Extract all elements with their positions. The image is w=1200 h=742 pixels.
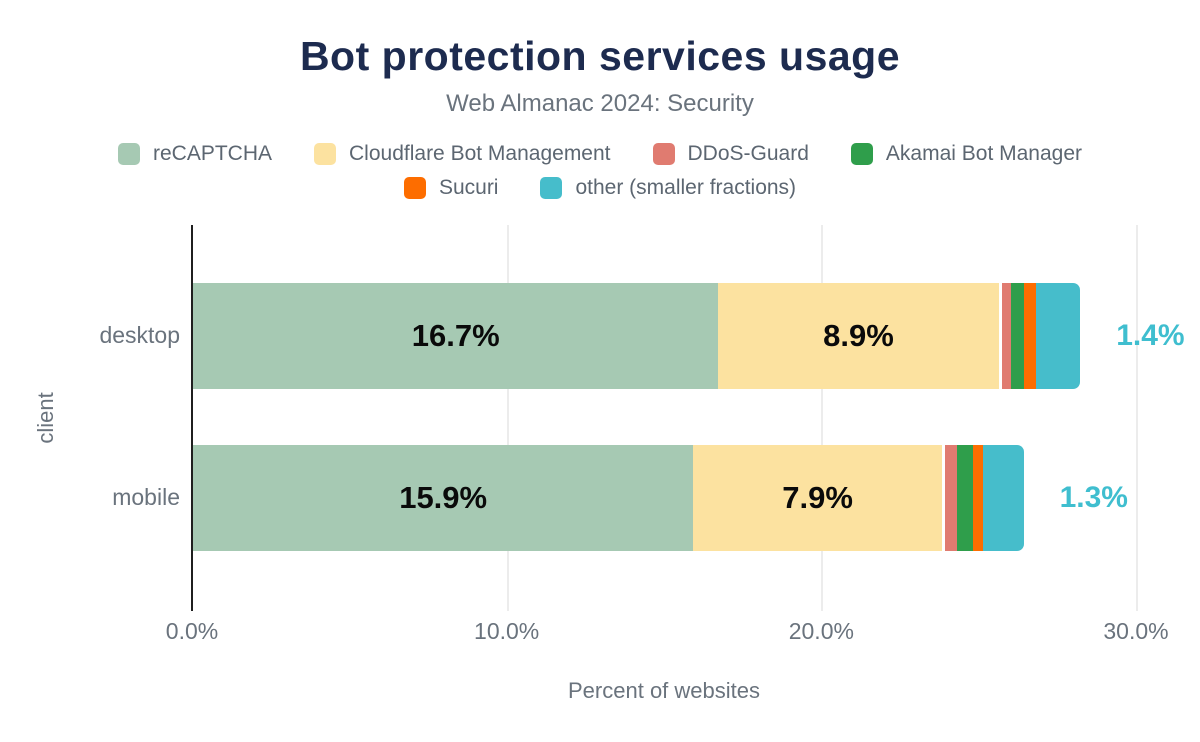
legend-swatch-icon <box>314 143 337 165</box>
chart-subtitle: Web Almanac 2024: Security <box>446 90 754 117</box>
legend-item-recaptcha[interactable]: reCAPTCHA <box>117 142 273 166</box>
other-value-label-desktop: 1.4% <box>1116 319 1185 352</box>
bar-segment-desktop-cloudflare-bot-management[interactable]: 8.9% <box>718 283 999 389</box>
bar-segment-mobile-akamai-bot-manager[interactable] <box>957 445 974 551</box>
legend-swatch-icon <box>850 143 873 165</box>
other-value-label-mobile: 1.3% <box>1059 481 1128 514</box>
category-label-mobile: mobile <box>112 484 180 510</box>
legend-row-2: Sucuri other (smaller fractions) <box>403 176 796 200</box>
legend-swatch-icon <box>403 177 426 199</box>
bar-segment-desktop-sucuri[interactable] <box>1023 283 1037 389</box>
bar-segment-mobile-recaptcha[interactable]: 15.9% <box>193 445 694 551</box>
legend-item-cloudflare-bot-management[interactable]: Cloudflare Bot Management <box>314 142 611 166</box>
x-axis-title: Percent of websites <box>568 678 760 703</box>
legend-item-label: DDoS-Guard <box>687 142 809 165</box>
gridline-20 <box>821 225 824 611</box>
bar-segment-desktop-ddos-guard[interactable] <box>1001 283 1011 389</box>
bar-value-label: 8.9% <box>823 318 894 353</box>
legend-row-1: reCAPTCHA Cloudflare Bot Management DDoS-G… <box>117 142 1083 166</box>
gridline-10 <box>506 225 509 611</box>
x-tick-label-0: 0.0% <box>165 618 219 644</box>
legend-item-akamai-bot-manager[interactable]: Akamai Bot Manager <box>850 142 1083 166</box>
legend-swatch-icon <box>652 143 675 165</box>
gridline-30 <box>1136 225 1138 611</box>
legend-swatch-icon <box>117 143 140 165</box>
bar-segment-mobile-sucuri[interactable] <box>973 445 983 551</box>
plot-area: 16.7% 8.9% 15.9% 7.9% <box>191 225 1138 611</box>
bar-desktop: 16.7% 8.9% <box>193 283 1081 389</box>
bar-value-label: 15.9% <box>399 480 488 515</box>
bar-mobile: 15.9% 7.9% <box>193 445 1024 551</box>
bar-value-label: 7.9% <box>782 480 853 515</box>
bar-segment-desktop-other-smaller-fractions-[interactable] <box>1036 283 1081 389</box>
bar-segment-desktop-recaptcha[interactable]: 16.7% <box>193 283 719 389</box>
x-tick-label-10: 10.0% <box>474 618 540 644</box>
x-tick-label-30: 30.0% <box>1103 618 1169 644</box>
bar-segment-mobile-other-smaller-fractions-[interactable] <box>982 445 1024 551</box>
legend: reCAPTCHA Cloudflare Bot Management DDoS-G… <box>0 142 1200 200</box>
legend-swatch-icon <box>540 177 563 199</box>
legend-item-other-smaller-fractions-[interactable]: other (smaller fractions) <box>540 176 796 200</box>
y-axis-title: client <box>33 392 58 444</box>
legend-item-label: other (smaller fractions) <box>575 176 797 199</box>
category-label-desktop: desktop <box>99 322 180 348</box>
bar-value-label: 16.7% <box>411 318 500 353</box>
legend-item-label: Sucuri <box>438 176 499 199</box>
bar-segment-desktop-akamai-bot-manager[interactable] <box>1010 283 1024 389</box>
legend-item-label: Akamai Bot Manager <box>885 142 1083 165</box>
chart-title: Bot protection services usage <box>299 33 901 79</box>
legend-item-sucuri[interactable]: Sucuri <box>403 176 499 200</box>
legend-item-ddos-guard[interactable]: DDoS-Guard <box>652 142 809 166</box>
bar-segment-mobile-ddos-guard[interactable] <box>944 445 958 551</box>
x-tick-label-20: 20.0% <box>788 618 854 644</box>
bar-segment-mobile-cloudflare-bot-management[interactable]: 7.9% <box>693 445 942 551</box>
legend-item-label: Cloudflare Bot Management <box>349 142 611 165</box>
legend-item-label: reCAPTCHA <box>152 142 273 165</box>
